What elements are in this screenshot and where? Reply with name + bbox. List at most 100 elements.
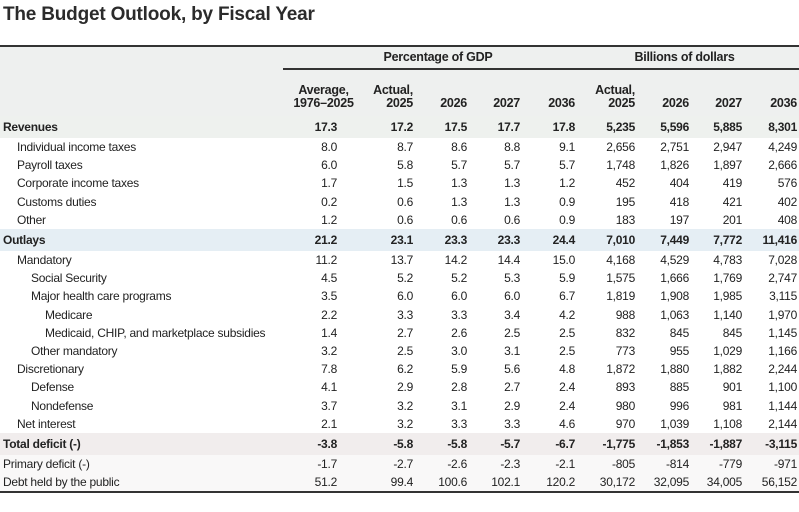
row-label: Discretionary (17, 362, 84, 377)
column-header: Actual, 2025 (575, 70, 635, 116)
row-label: Payroll taxes (17, 158, 83, 173)
cell-value: 0.2 (321, 194, 337, 209)
cell-value: 1.3 (504, 194, 520, 209)
cell-value: 1,769 (713, 271, 742, 286)
cell-value: 2,947 (713, 140, 742, 155)
cell-value: 23.3 (413, 228, 467, 251)
cell-value: 51.2 (290, 473, 357, 494)
cell-value: 1.4 (321, 325, 337, 340)
table-row: Medicaid, CHIP, and marketplace subsidie… (0, 324, 799, 342)
row-label: Other mandatory (31, 343, 118, 358)
table-row: Corporate income taxes 1.7 1.5 1.3 1.3 1.2 452… (0, 174, 799, 192)
cell-value: 14.4 (497, 253, 521, 268)
cell-value: -1.7 (290, 454, 357, 473)
column-header: 2027 (467, 70, 520, 116)
cell-value: 8.7 (397, 140, 413, 155)
cell-value: 17.5 (413, 116, 467, 138)
cell-value: 2.8 (451, 380, 467, 395)
group-header-percentage-of-gdp: Percentage of GDP (283, 46, 593, 70)
row-label: Medicaid, CHIP, and marketplace subsidie… (45, 325, 266, 340)
row-label: Major health care programs (31, 289, 172, 304)
table-row: Discretionary 7.8 6.2 5.9 5.6 4.8 1,872 1,880 1,… (0, 360, 799, 378)
cell-value: 6.2 (397, 362, 413, 377)
row-pad (797, 454, 799, 473)
cell-value: 17.2 (357, 116, 413, 138)
row-pad (797, 432, 799, 455)
cell-value: 5.7 (504, 158, 520, 173)
cell-value: 7,449 (635, 228, 689, 251)
row-pad (797, 116, 799, 138)
cell-value: 4.1 (321, 380, 337, 395)
cell-value: -805 (575, 454, 635, 473)
cell-value: 17.7 (467, 116, 520, 138)
cell-value: 3,115 (769, 289, 797, 304)
cell-value: 1,039 (660, 416, 689, 431)
header-blank (0, 46, 290, 70)
cell-value: 1.7 (321, 176, 337, 191)
cell-value: 6.0 (451, 289, 467, 304)
cell-value: 7.8 (321, 362, 337, 377)
cell-value: 2.5 (559, 325, 575, 340)
column-header: 2026 (635, 70, 689, 116)
table-row: Medicare 2.2 3.3 3.3 3.4 4.2 988 1,063 1,140 1,97… (0, 306, 799, 324)
cell-value: 418 (669, 194, 690, 209)
table-row: Revenues 17.3 17.2 17.5 17.7 17.8 5,235 5,596 5,… (0, 116, 799, 138)
column-header-line2: 2036 (770, 96, 797, 110)
cell-value: 5.9 (451, 362, 467, 377)
cell-value: 7,772 (689, 228, 742, 251)
cell-value: 901 (722, 380, 743, 395)
cell-value: 2.5 (397, 343, 413, 358)
column-header: 2027 (689, 70, 742, 116)
cell-value: 1,144 (768, 398, 797, 413)
cell-value: 996 (669, 398, 690, 413)
cell-value: 3.3 (451, 307, 467, 322)
cell-value: 4.8 (559, 362, 575, 377)
row-pad (797, 228, 799, 251)
column-header-line1: Actual, (595, 83, 635, 97)
row-label: Primary deficit (-) (0, 454, 290, 473)
cell-value: 576 (777, 176, 798, 191)
cell-value: 2,244 (768, 362, 797, 377)
row-label: Defense (31, 380, 74, 395)
row-label: Outlays (0, 228, 290, 251)
cell-value: 893 (615, 380, 636, 395)
table-title: The Budget Outlook, by Fiscal Year (3, 4, 315, 25)
cell-value: 17.3 (290, 116, 357, 138)
cell-value: 402 (777, 194, 798, 209)
row-label: Corporate income taxes (17, 176, 139, 191)
cell-value: 2.1 (321, 416, 337, 431)
cell-value: 56,152 (742, 473, 797, 494)
cell-value: 3.3 (504, 416, 520, 431)
cell-value: 99.4 (357, 473, 413, 494)
cell-value: 2,751 (660, 140, 689, 155)
cell-value: 2.9 (504, 398, 520, 413)
cell-value: 1,826 (660, 158, 689, 173)
cell-value: 419 (722, 176, 743, 191)
table-row: Nondefense 3.7 3.2 3.1 2.9 2.4 980 996 981 1,144 (0, 396, 799, 414)
row-label: Individual income taxes (17, 140, 136, 155)
cell-value: 34,005 (689, 473, 742, 494)
cell-value: 3.5 (321, 289, 337, 304)
cell-value: 8.6 (451, 140, 467, 155)
cell-value: 3.3 (397, 307, 413, 322)
row-label: Total deficit (-) (0, 432, 290, 455)
cell-value: 0.6 (397, 212, 413, 227)
cell-value: -2.7 (357, 454, 413, 473)
table-row: Outlays 21.2 23.1 23.3 23.3 24.4 7,010 7,449 7,7… (0, 228, 799, 251)
cell-value: 1,100 (768, 380, 797, 395)
table-row: Individual income taxes 8.0 8.7 8.6 8.8 9.1 2,… (0, 138, 799, 156)
cell-value: 6.0 (504, 289, 520, 304)
cell-value: 5,235 (575, 116, 635, 138)
row-label: Social Security (31, 271, 107, 286)
cell-value: -2.6 (413, 454, 467, 473)
cell-value: 1.3 (504, 176, 520, 191)
cell-value: -3,115 (742, 432, 797, 455)
cell-value: 4,168 (606, 253, 635, 268)
cell-value: 21.2 (290, 228, 357, 251)
cell-value: 2.5 (504, 325, 520, 340)
cell-value: 6.0 (397, 289, 413, 304)
cell-value: 3.3 (451, 416, 467, 431)
cell-value: 1.2 (321, 212, 337, 227)
cell-value: 2.7 (397, 325, 413, 340)
cell-value: 421 (722, 194, 743, 209)
